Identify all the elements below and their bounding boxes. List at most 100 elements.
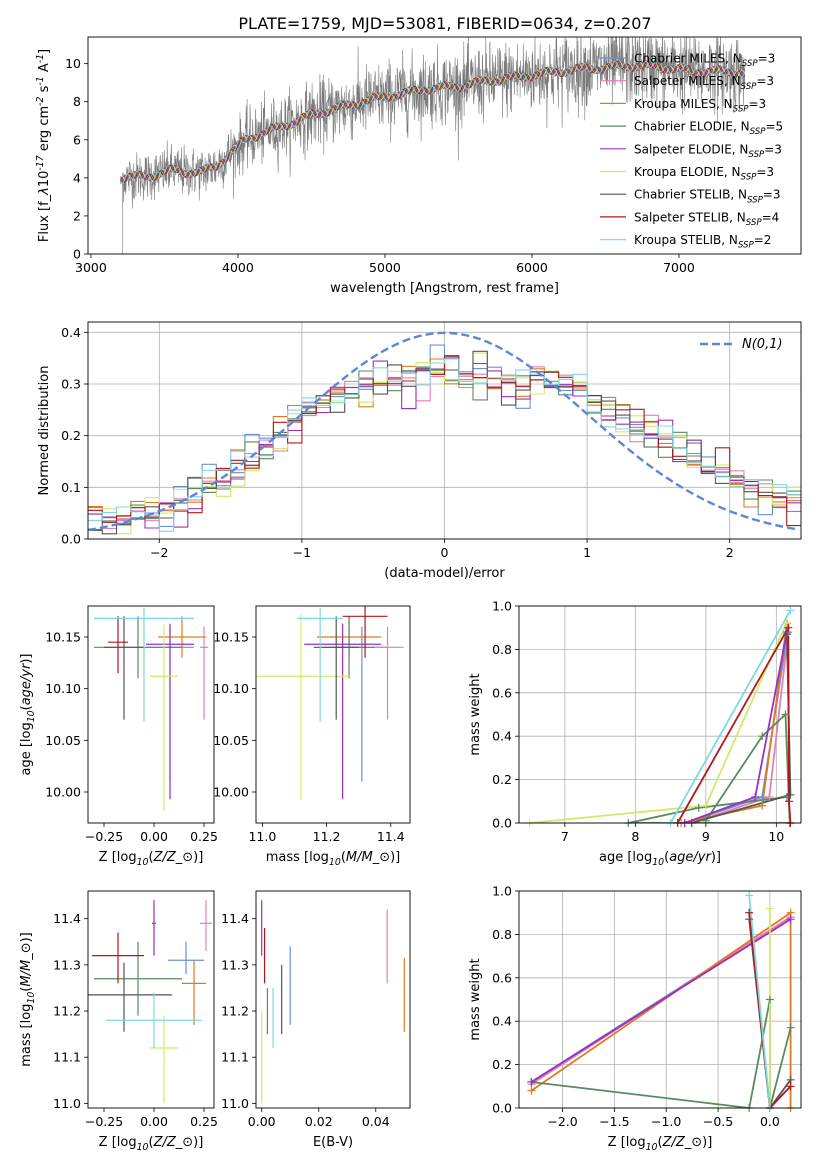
- y-tick-label: 0.6: [492, 685, 512, 700]
- x-tick-label: −1: [293, 545, 311, 560]
- x-axis-label: Z [log10​(Z/Z_⊙)]: [608, 1135, 713, 1153]
- y-tick-label: 0.0: [492, 816, 512, 831]
- x-axis-label: Z [log10​(Z/Z_⊙)]: [99, 1135, 204, 1153]
- y-tick-label: 0.3: [61, 377, 81, 392]
- y-tick-label: 0.2: [492, 772, 512, 787]
- y-tick-label: 10.15: [213, 630, 249, 645]
- legend-label: N(0,1): [742, 337, 783, 352]
- x-tick-label: 7: [561, 829, 569, 844]
- x-tick-label: 0.25: [190, 829, 218, 844]
- mass-weight-point: [758, 801, 767, 810]
- plot-area: [88, 331, 801, 535]
- plot-area: [94, 608, 208, 811]
- x-tick-label: 2: [726, 545, 734, 560]
- mass-weight-line: [530, 918, 792, 1083]
- y-tick-label: 4: [73, 170, 81, 185]
- mass-weight-point: [701, 816, 710, 825]
- y-tick-label: 0.8: [492, 927, 512, 942]
- x-tick-label: 7000: [663, 260, 695, 275]
- y-axis-label: age [log10​(age/yr)]: [19, 653, 37, 775]
- mass-weight-line: [669, 609, 792, 823]
- mass-weight-point: [765, 995, 774, 1004]
- x-tick-label: 1: [583, 545, 591, 560]
- mass-weight-line: [531, 999, 792, 1108]
- y-tick-label: 2: [73, 208, 81, 223]
- gaussian-curve-line: [88, 331, 799, 532]
- x-tick-label: 5000: [369, 260, 401, 275]
- y-tick-label: 0.0: [492, 1101, 512, 1116]
- x-tick-label: 0.0: [760, 1114, 780, 1129]
- residual-histogram-line: [88, 356, 801, 527]
- mass-weight-point: [745, 908, 754, 917]
- x-tick-label: 11.2: [313, 829, 341, 844]
- residual-histogram-line: [88, 358, 801, 532]
- x-tick-label: −2.0: [547, 1114, 577, 1129]
- y-tick-label: 10.10: [213, 681, 249, 696]
- mass-weight-point: [765, 904, 774, 913]
- y-tick-label: 11.1: [53, 1050, 81, 1065]
- y-tick-label: 11.2: [53, 1004, 81, 1019]
- mass-weight-vs-metallicity-panel: −2.0 −1.5 −1.0 −0.5 0.0 0.0 0.2 0.4 0.6 0.8 1.0 Z […: [468, 884, 802, 1153]
- mass-weight-line: [529, 623, 788, 823]
- legend-label: Kroupa STELIB, NSSP​=2: [634, 233, 771, 251]
- mass-weight-point: [745, 891, 754, 900]
- y-axis-label: Flux [f_λ10-17​ erg cm-2​ s-1​ A-1​]: [35, 49, 52, 242]
- age-vs-metallicity-panel: −0.25 0.00 0.25 10.00 10.05 10.10 10.15 Z [log1…: [19, 605, 218, 868]
- mass-weight-line: [748, 895, 771, 1108]
- x-tick-label: 10: [768, 829, 784, 844]
- y-tick-label: 10.15: [45, 630, 81, 645]
- axes-frame: [518, 605, 802, 824]
- mass-weight-point: [786, 1082, 795, 1091]
- y-tick-label: 11.2: [221, 1004, 249, 1019]
- y-axis-label: Normed distribution: [37, 366, 52, 496]
- mass-weight-point: [782, 619, 791, 628]
- y-tick-label: 0.1: [61, 480, 81, 495]
- mass-vs-extinction-panel: 0.00 0.02 0.04 11.0 11.1 11.2 11.3 11.4 E(B-V): [221, 890, 411, 1150]
- x-tick-label: −1.0: [651, 1114, 681, 1129]
- plot-area: [256, 606, 404, 801]
- mass-weight-point: [765, 792, 774, 801]
- y-tick-label: 0.2: [61, 428, 81, 443]
- y-tick-label: 10.00: [213, 785, 249, 800]
- mass-weight-point: [758, 732, 767, 741]
- legend-label: Chabrier ELODIE, NSSP​=5: [634, 120, 783, 138]
- mass-weight-line: [748, 912, 792, 1108]
- plot-area: [529, 609, 792, 823]
- legend-label: Kroupa ELODIE, NSSP​=3: [634, 165, 774, 183]
- y-tick-label: 8: [73, 94, 81, 109]
- x-tick-label: 4000: [222, 260, 254, 275]
- axes-frame: [87, 605, 215, 824]
- mass-weight-point: [785, 797, 794, 806]
- age-vs-mass-panel: 11.0 11.2 11.4 10.00 10.05 10.10 10.15 mass [lo…: [213, 605, 411, 868]
- model-spectrum-line: [119, 60, 746, 184]
- x-tick-label: 0.04: [362, 1114, 390, 1129]
- y-tick-label: 0.0: [61, 532, 81, 547]
- x-tick-label: 11.4: [377, 829, 405, 844]
- y-tick-label: 0.4: [61, 325, 81, 340]
- mass-weight-point: [786, 606, 795, 615]
- y-axis-label: mass weight: [468, 958, 483, 1040]
- x-tick-label: 0.00: [248, 1114, 276, 1129]
- mass-weight-point: [786, 1023, 795, 1032]
- y-tick-label: 11.0: [53, 1096, 81, 1111]
- y-tick-label: 10: [65, 56, 81, 71]
- plot-area: [119, 37, 746, 254]
- residual-panel: −2 −1 0 1 2 0.0 0.1 0.2 0.3 0.4 (data-model)/error…: [37, 321, 802, 581]
- x-tick-label: 3000: [75, 260, 107, 275]
- mass-weight-point: [782, 630, 791, 639]
- axes-frame: [87, 890, 215, 1109]
- y-tick-label: 0.4: [492, 729, 512, 744]
- model-spectrum-line: [120, 60, 746, 183]
- legend-label: Kroupa MILES, NSSP​=3: [634, 97, 766, 115]
- plot-area: [88, 900, 212, 1104]
- mass-weight-point: [784, 623, 793, 632]
- plot-area: [530, 895, 792, 1108]
- x-tick-label: 0: [441, 545, 449, 560]
- model-spectrum-line: [119, 60, 746, 182]
- y-tick-label: 1.0: [492, 599, 512, 614]
- mass-weight-point: [694, 803, 703, 812]
- y-tick-label: 11.4: [221, 911, 249, 926]
- y-tick-label: 0.6: [492, 970, 512, 985]
- mass-weight-point: [781, 710, 790, 719]
